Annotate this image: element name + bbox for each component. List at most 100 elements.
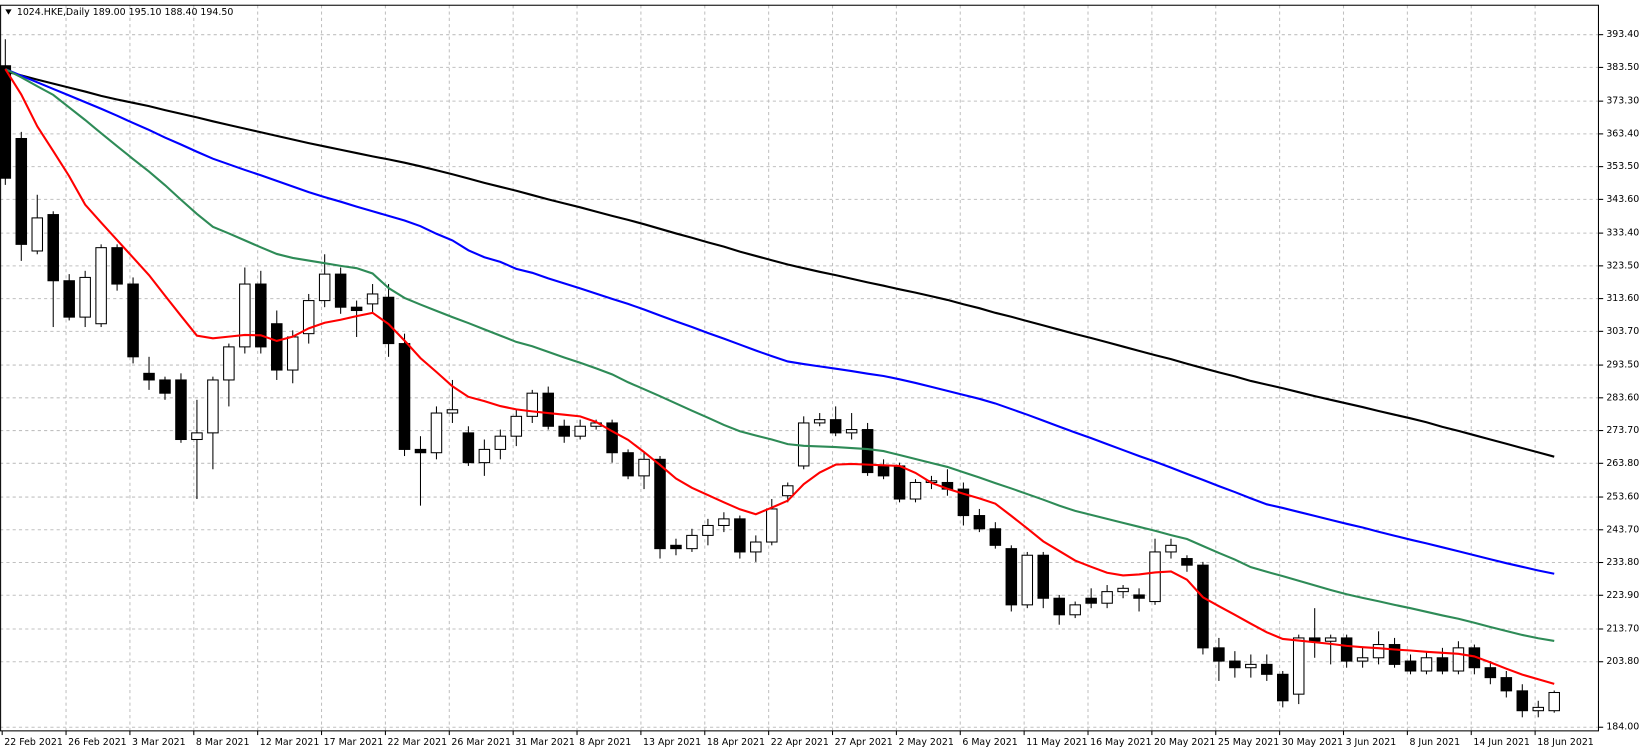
y-tick-label: 203.80: [1606, 656, 1639, 667]
candle-body: [1277, 673, 1289, 702]
candle-body: [1197, 564, 1209, 649]
candle-body: [1133, 594, 1145, 599]
x-tick-label: 3 Mar 2021: [132, 737, 186, 748]
candle-body: [734, 518, 746, 553]
y-tick-label: 253.60: [1606, 492, 1639, 503]
x-tick-label: 25 May 2021: [1218, 737, 1279, 748]
y-tick-label: 313.60: [1606, 293, 1639, 304]
x-tick-label: 8 Mar 2021: [196, 737, 250, 748]
candle-body: [15, 137, 28, 245]
candle-body: [829, 419, 842, 434]
ma-line: [5, 70, 1555, 458]
x-tick-label: 17 Mar 2021: [324, 737, 384, 748]
candle-body: [781, 485, 794, 497]
candle-body: [462, 432, 475, 464]
candle-body: [1500, 677, 1513, 692]
y-tick-label: 233.80: [1606, 557, 1639, 568]
candle-body: [606, 422, 618, 454]
candle-body: [1452, 647, 1465, 672]
candle-body: [207, 379, 219, 434]
candle-body: [1404, 660, 1417, 672]
x-tick-label: 12 Mar 2021: [260, 737, 320, 748]
chart-title: 1024.HKE,Daily 189.00 195.10 188.40 194.…: [17, 7, 234, 18]
y-tick-label: 303.70: [1606, 326, 1639, 337]
candle-body: [526, 392, 539, 417]
candle-body: [1101, 591, 1113, 604]
ma-line: [4, 68, 1555, 575]
candle-body: [670, 544, 682, 550]
candle-body: [1149, 551, 1161, 603]
candle-body: [1229, 660, 1241, 669]
candle-body: [845, 429, 858, 434]
candle-body: [239, 283, 251, 348]
y-tick-label: 243.70: [1606, 524, 1639, 535]
candle-body: [127, 283, 139, 358]
plot-frame: [0, 4, 1599, 732]
candle-body: [1213, 647, 1225, 662]
candle-body: [1085, 597, 1097, 604]
candle-body: [1548, 691, 1560, 712]
x-tick-label: 20 May 2021: [1154, 737, 1215, 748]
candle-body: [446, 409, 459, 414]
candle-body: [31, 217, 44, 252]
x-tick-label: 13 Apr 2021: [643, 737, 701, 748]
x-tick-label: 22 Feb 2021: [4, 737, 63, 748]
x-tick-label: 27 Apr 2021: [835, 737, 893, 748]
candle-body: [1037, 554, 1050, 599]
candle-body: [1420, 657, 1433, 672]
candle-body: [1372, 644, 1385, 659]
y-tick-label: 333.40: [1606, 228, 1639, 239]
candle-body: [191, 432, 203, 441]
candle-body: [1388, 644, 1401, 665]
candle-body: [510, 415, 523, 437]
x-tick-label: 30 May 2021: [1282, 737, 1343, 748]
x-tick-label: 3 Jun 2021: [1346, 737, 1397, 748]
x-tick-label: 11 May 2021: [1026, 737, 1087, 748]
x-tick-label: 22 Apr 2021: [771, 737, 829, 748]
candle-body: [1516, 690, 1529, 712]
candle-body: [79, 276, 91, 318]
candle-body: [702, 524, 714, 536]
candle-body: [1532, 706, 1545, 712]
x-tick-label: 26 Feb 2021: [68, 737, 127, 748]
candle-body: [350, 306, 363, 312]
candle-body: [47, 214, 59, 282]
candle-body: [1053, 597, 1065, 616]
candle-body: [1292, 637, 1305, 695]
x-tick-label: 14 Jun 2021: [1473, 737, 1530, 748]
candle-body: [111, 247, 123, 285]
x-tick-label: 6 May 2021: [962, 737, 1017, 748]
candle-body: [1165, 544, 1177, 553]
x-tick-label: 8 Jun 2021: [1409, 737, 1460, 748]
candle-body: [1356, 657, 1369, 662]
y-tick-label: 323.50: [1606, 260, 1639, 271]
candle-body: [638, 458, 650, 477]
candle-body: [877, 465, 890, 477]
candle-body: [334, 273, 347, 308]
candle-body: [813, 419, 826, 424]
x-tick-label: 26 Mar 2021: [451, 737, 511, 748]
candle-body: [1340, 637, 1353, 662]
y-tick-label: 293.50: [1606, 360, 1639, 371]
marks: [0, 39, 1560, 718]
candle-body: [558, 425, 570, 437]
candle-body: [302, 300, 315, 335]
candle-body: [95, 247, 107, 325]
y-tick-label: 223.90: [1606, 590, 1639, 601]
candle-body: [175, 379, 187, 441]
x-tick-label: 22 Mar 2021: [388, 737, 448, 748]
candle-body: [223, 346, 235, 381]
y-tick-label: 263.80: [1606, 458, 1639, 469]
candle-body: [1308, 637, 1321, 642]
candle-body: [973, 515, 986, 530]
candle-body: [318, 273, 331, 302]
x-tick-label: 8 Apr 2021: [579, 737, 631, 748]
candle-body: [750, 541, 762, 553]
candle-body: [478, 448, 491, 464]
x-tick-label: 16 May 2021: [1090, 737, 1151, 748]
candle-body: [159, 379, 171, 394]
y-tick-label: 343.60: [1606, 194, 1639, 205]
